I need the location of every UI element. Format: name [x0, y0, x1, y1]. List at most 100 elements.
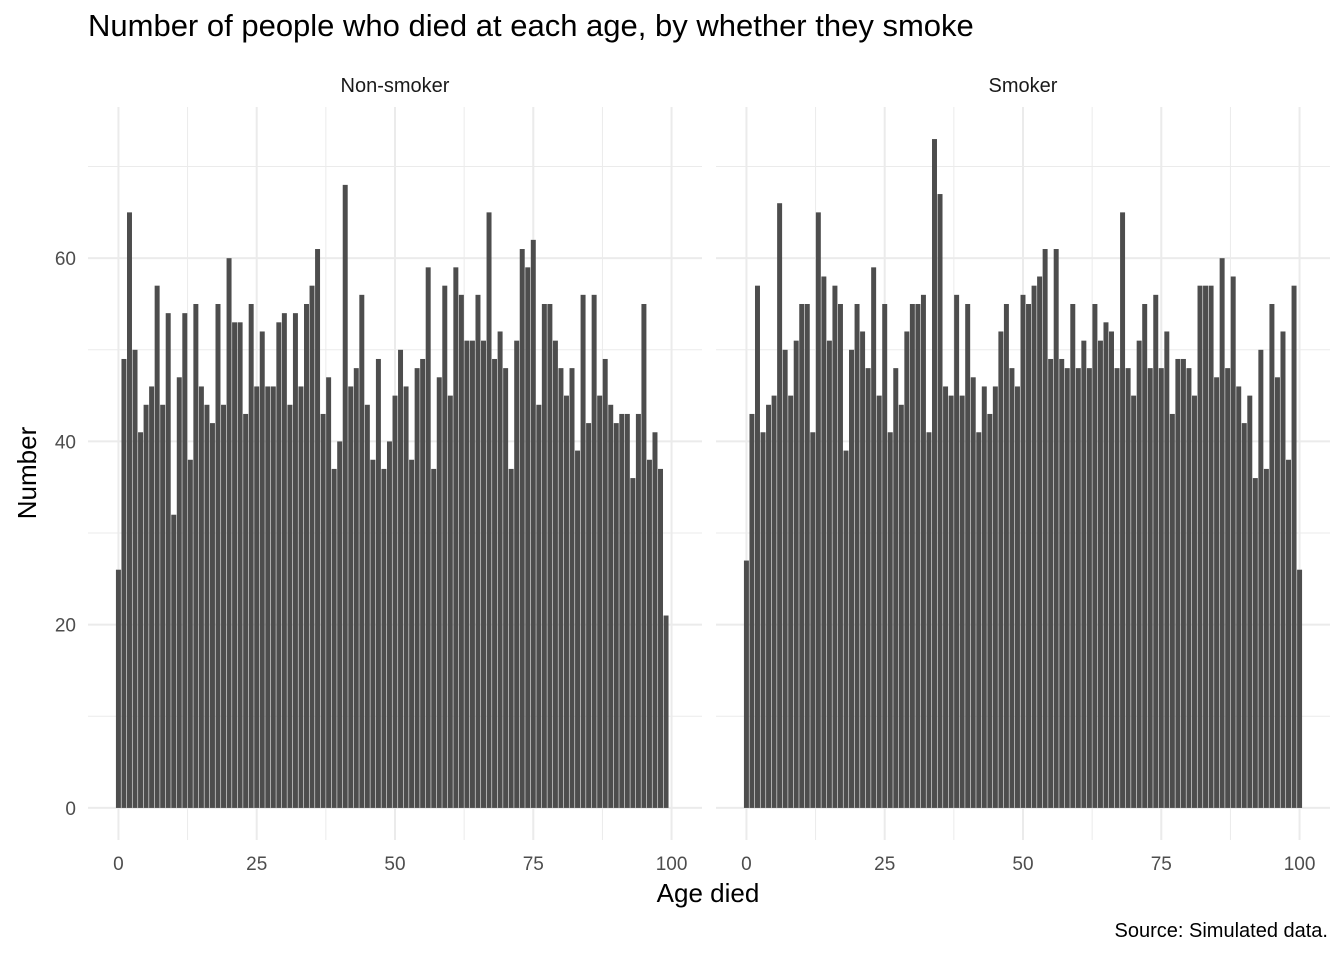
bar: [348, 386, 354, 808]
bar: [1169, 413, 1175, 808]
bar: [1241, 423, 1247, 808]
bar: [992, 386, 998, 808]
bar: [248, 303, 254, 808]
bar: [876, 395, 882, 808]
bar: [281, 313, 287, 808]
x-axis-title: Age died: [657, 878, 760, 908]
bar: [898, 404, 904, 808]
bar: [530, 239, 536, 808]
bar: [503, 368, 509, 808]
bar: [259, 331, 265, 808]
bar: [915, 303, 921, 808]
bar: [370, 459, 376, 808]
bar: [788, 395, 794, 808]
bar: [909, 303, 915, 808]
bar: [1186, 368, 1192, 808]
bar: [486, 212, 492, 808]
bar: [602, 358, 608, 808]
x-tick-label: 75: [1151, 854, 1172, 875]
x-tick-label: 50: [1012, 854, 1033, 875]
bar: [1125, 368, 1131, 808]
bar: [871, 267, 877, 808]
bar: [1230, 276, 1236, 808]
y-tick-label: 60: [55, 249, 76, 270]
bar: [1225, 368, 1231, 808]
x-tick-label: 0: [113, 854, 124, 875]
bar: [243, 413, 249, 808]
bar: [232, 322, 238, 808]
bar: [431, 468, 437, 808]
bar: [887, 432, 893, 808]
bar: [453, 267, 459, 808]
bar: [849, 349, 855, 808]
bar: [948, 395, 954, 808]
bar: [1048, 358, 1054, 808]
bar: [171, 514, 177, 808]
bar: [425, 267, 431, 808]
bar: [608, 404, 614, 808]
bar: [920, 294, 926, 808]
bar: [1297, 569, 1303, 808]
bar: [1097, 340, 1103, 808]
y-tick-label: 40: [55, 432, 76, 453]
facet-strip-label: Non-smoker: [341, 75, 450, 97]
bar: [815, 212, 821, 808]
bar: [580, 294, 586, 808]
bar: [799, 303, 805, 808]
bar: [970, 377, 976, 808]
x-tick-label: 25: [874, 854, 895, 875]
bar: [976, 432, 982, 808]
bar: [860, 331, 866, 808]
bar: [1064, 368, 1070, 808]
bar: [932, 139, 937, 808]
bar: [943, 386, 949, 808]
bar: [536, 404, 542, 808]
bar: [315, 249, 321, 808]
bar: [492, 358, 498, 808]
bar: [1203, 285, 1209, 808]
bar: [409, 459, 415, 808]
bar: [337, 441, 343, 808]
bar: [558, 368, 564, 808]
bar: [1009, 368, 1015, 808]
bar: [1086, 368, 1092, 808]
bar: [882, 303, 888, 808]
bar: [591, 294, 597, 808]
x-tick-label: 100: [1284, 854, 1316, 875]
bar: [646, 459, 652, 808]
bar: [1153, 294, 1159, 808]
bar: [331, 468, 337, 808]
bar: [475, 294, 481, 808]
bar: [575, 450, 581, 808]
bar: [926, 432, 932, 808]
bar: [176, 377, 182, 808]
bar: [154, 285, 160, 808]
bar: [1042, 249, 1048, 808]
bar: [519, 249, 525, 808]
bar: [287, 404, 293, 808]
bar: [563, 395, 569, 808]
y-tick-label: 20: [55, 616, 76, 637]
bar: [959, 395, 965, 808]
bar: [514, 340, 520, 808]
bar: [1247, 395, 1253, 808]
bar: [987, 413, 993, 808]
panel-non-smoker: Non-smoker 0 25 50 75 100 0 20 40 60: [55, 75, 702, 875]
bar: [1258, 349, 1264, 808]
x-tick-label: 50: [384, 854, 405, 875]
bar: [1164, 331, 1170, 808]
bar: [630, 478, 636, 808]
bar: [658, 468, 664, 808]
bar: [760, 432, 766, 808]
x-tick-label: 100: [656, 854, 688, 875]
x-tick-label: 0: [741, 854, 752, 875]
bar: [270, 386, 276, 808]
bar: [837, 303, 843, 808]
bar: [187, 459, 193, 808]
bar: [1120, 212, 1126, 808]
bar: [624, 413, 630, 808]
bar: [198, 386, 204, 808]
bar: [541, 303, 547, 808]
bar: [1214, 377, 1220, 808]
bar: [1053, 249, 1059, 808]
